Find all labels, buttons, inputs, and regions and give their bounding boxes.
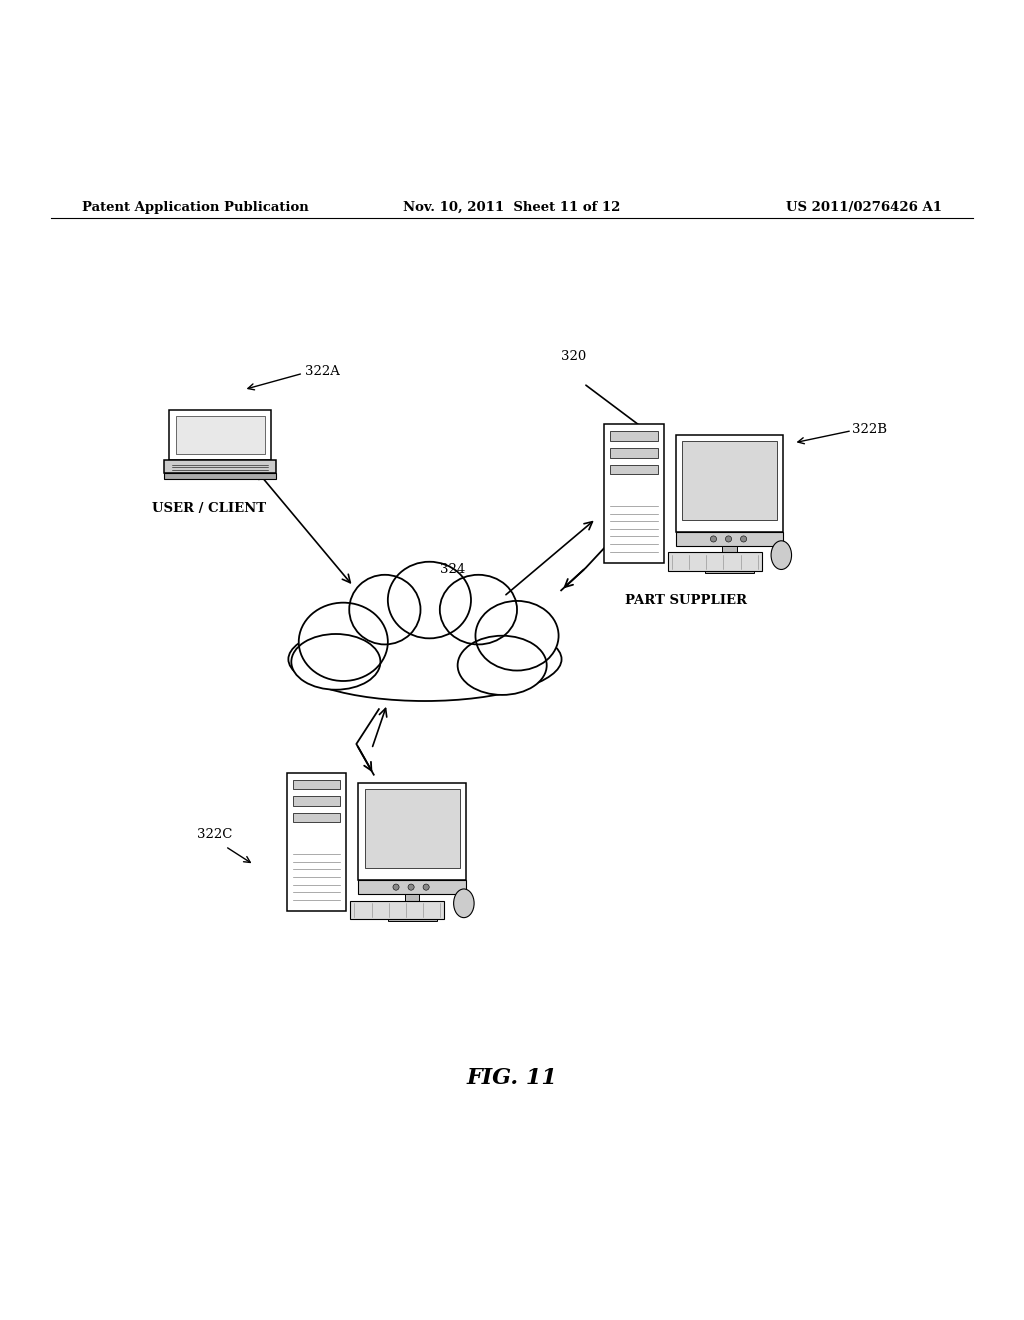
FancyBboxPatch shape bbox=[668, 553, 762, 572]
FancyBboxPatch shape bbox=[404, 894, 420, 912]
FancyBboxPatch shape bbox=[176, 416, 264, 454]
Text: Patent Application Publication: Patent Application Publication bbox=[82, 201, 308, 214]
FancyBboxPatch shape bbox=[682, 441, 777, 520]
Text: 322C: 322C bbox=[197, 828, 232, 841]
Ellipse shape bbox=[349, 574, 421, 644]
FancyBboxPatch shape bbox=[287, 772, 346, 911]
Ellipse shape bbox=[388, 562, 471, 639]
FancyBboxPatch shape bbox=[293, 796, 340, 805]
FancyBboxPatch shape bbox=[610, 465, 657, 474]
Circle shape bbox=[423, 884, 429, 890]
FancyBboxPatch shape bbox=[387, 912, 436, 921]
Circle shape bbox=[740, 536, 746, 543]
FancyBboxPatch shape bbox=[676, 532, 783, 545]
Text: 320: 320 bbox=[561, 350, 587, 363]
Circle shape bbox=[711, 536, 717, 543]
Text: 322A: 322A bbox=[305, 364, 340, 378]
Circle shape bbox=[408, 884, 414, 890]
FancyBboxPatch shape bbox=[723, 545, 737, 564]
FancyBboxPatch shape bbox=[293, 813, 340, 822]
Ellipse shape bbox=[291, 634, 380, 689]
Text: 322B: 322B bbox=[852, 424, 887, 436]
Circle shape bbox=[725, 536, 731, 543]
Text: PART SUPPLIER: PART SUPPLIER bbox=[625, 594, 746, 607]
FancyBboxPatch shape bbox=[706, 564, 755, 573]
FancyBboxPatch shape bbox=[610, 432, 657, 441]
FancyBboxPatch shape bbox=[350, 900, 444, 919]
Circle shape bbox=[393, 884, 399, 890]
Ellipse shape bbox=[475, 601, 559, 671]
Text: Nov. 10, 2011  Sheet 11 of 12: Nov. 10, 2011 Sheet 11 of 12 bbox=[403, 201, 621, 214]
FancyBboxPatch shape bbox=[610, 447, 657, 458]
FancyBboxPatch shape bbox=[293, 780, 340, 789]
Ellipse shape bbox=[289, 618, 561, 701]
Ellipse shape bbox=[439, 574, 517, 644]
Ellipse shape bbox=[454, 888, 474, 917]
Ellipse shape bbox=[299, 603, 388, 681]
Ellipse shape bbox=[458, 636, 547, 694]
FancyBboxPatch shape bbox=[358, 783, 466, 880]
Ellipse shape bbox=[771, 541, 792, 569]
Text: US 2011/0276426 A1: US 2011/0276426 A1 bbox=[786, 201, 942, 214]
FancyBboxPatch shape bbox=[365, 789, 460, 869]
FancyBboxPatch shape bbox=[169, 409, 270, 461]
FancyBboxPatch shape bbox=[676, 436, 783, 532]
FancyBboxPatch shape bbox=[358, 880, 466, 894]
FancyBboxPatch shape bbox=[164, 473, 276, 479]
FancyBboxPatch shape bbox=[164, 461, 276, 473]
Text: FIG. 11: FIG. 11 bbox=[467, 1067, 557, 1089]
FancyBboxPatch shape bbox=[604, 425, 664, 562]
Text: 324: 324 bbox=[440, 564, 466, 577]
Text: USER / CLIENT: USER / CLIENT bbox=[152, 502, 265, 515]
